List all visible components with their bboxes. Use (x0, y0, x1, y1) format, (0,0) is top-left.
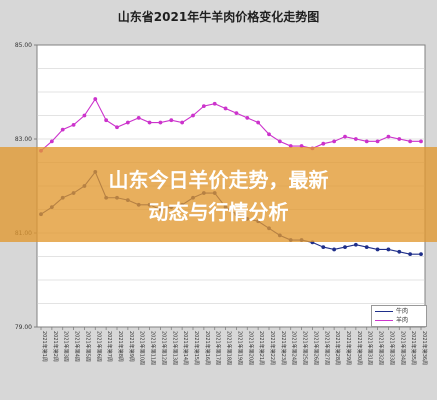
data-point-mutton (375, 139, 380, 144)
data-point-beef (332, 247, 337, 252)
x-tick-label: 2021年第27周 (323, 331, 330, 365)
data-point-mutton (158, 120, 163, 125)
legend-item-mutton: 羊肉 (375, 316, 425, 325)
data-point-mutton (277, 139, 282, 144)
data-point-mutton (353, 137, 358, 141)
x-tick-label: 2021年第21周 (258, 331, 265, 365)
x-tick-label: 2021年第7周 (106, 331, 113, 362)
x-tick-label: 2021年第15周 (193, 331, 200, 365)
data-point-mutton (49, 139, 54, 144)
x-tick-label: 2021年第4周 (74, 331, 81, 362)
x-tick-label: 2021年第11周 (150, 331, 157, 365)
data-point-mutton (125, 120, 130, 125)
x-tick-label: 2021年第20周 (247, 331, 254, 365)
data-point-mutton (82, 113, 87, 118)
x-tick-label: 2021年第36周 (421, 331, 428, 365)
data-point-mutton (332, 139, 337, 144)
x-tick-label: 2021年第14周 (182, 331, 189, 365)
x-tick-label: 2021年第33周 (388, 331, 395, 365)
x-tick-label: 2021年第2周 (52, 331, 59, 362)
data-point-mutton (212, 101, 217, 106)
x-tick-label: 2021年第6周 (95, 331, 102, 362)
x-tick-label: 2021年第10周 (139, 331, 146, 365)
data-point-mutton (408, 139, 413, 144)
x-tick-label: 2021年第34周 (399, 331, 406, 365)
x-tick-label: 2021年第30周 (356, 331, 363, 365)
headline-line-2: 动态与行情分析 (148, 200, 289, 224)
legend-label-beef: 牛肉 (396, 308, 409, 315)
legend-label-mutton: 羊肉 (396, 317, 409, 324)
data-point-mutton (60, 127, 65, 132)
x-tick-label: 2021年第19周 (236, 331, 243, 365)
data-point-mutton (191, 113, 195, 118)
x-tick-label: 2021年第12周 (160, 331, 167, 365)
x-tick-label: 2021年第16周 (204, 331, 211, 365)
x-tick-label: 2021年第13周 (171, 331, 178, 365)
x-tick-label: 2021年第22周 (269, 331, 276, 365)
legend-swatch-mutton (375, 320, 393, 321)
x-tick-label: 2021年第5周 (84, 331, 91, 362)
x-tick-label: 2021年第17周 (215, 331, 222, 365)
data-point-beef (364, 245, 369, 250)
x-tick-label: 2021年第3周 (63, 331, 70, 362)
x-tick-label: 2021年第31周 (367, 331, 374, 365)
y-tick-label: 79.00 (15, 324, 32, 331)
data-point-beef (419, 252, 423, 257)
data-point-mutton (386, 134, 391, 139)
headline-line-1: 山东今日羊价走势，最新 (108, 168, 329, 192)
chart-legend: 牛肉 羊肉 (371, 305, 427, 327)
data-point-mutton (343, 134, 347, 139)
data-point-mutton (115, 125, 119, 130)
data-point-mutton (223, 106, 228, 111)
x-tick-label: 2021年第23周 (280, 331, 287, 365)
data-point-mutton (245, 115, 250, 120)
data-point-beef (343, 245, 347, 250)
data-point-mutton (419, 139, 423, 144)
data-point-mutton (201, 104, 206, 108)
data-point-mutton (321, 141, 326, 146)
data-point-mutton (267, 132, 271, 137)
data-point-mutton (364, 139, 369, 144)
x-tick-label: 2021年第29周 (345, 331, 352, 365)
data-point-mutton (71, 123, 76, 127)
x-tick-label: 2021年第32周 (378, 331, 385, 365)
data-point-mutton (256, 120, 261, 125)
data-point-beef (375, 247, 380, 252)
y-tick-label: 83.00 (15, 136, 32, 143)
x-tick-label: 2021年第1周 (41, 331, 48, 362)
legend-item-beef: 牛肉 (375, 307, 425, 316)
data-point-beef (397, 249, 402, 254)
x-tick-label: 2021年第18周 (226, 331, 233, 365)
data-point-mutton (234, 111, 239, 116)
data-point-mutton (93, 97, 98, 101)
data-point-mutton (397, 137, 402, 141)
data-point-mutton (104, 118, 109, 123)
x-tick-label: 2021年第28周 (334, 331, 341, 365)
x-tick-label: 2021年第35周 (410, 331, 417, 365)
data-point-mutton (180, 120, 185, 125)
x-tick-label: 2021年第26周 (312, 331, 319, 365)
data-point-mutton (147, 120, 152, 125)
x-tick-label: 2021年第24周 (291, 331, 298, 365)
data-point-beef (321, 245, 326, 250)
data-point-mutton (136, 115, 141, 120)
data-point-beef (386, 247, 391, 252)
data-point-mutton (169, 118, 174, 123)
x-tick-label: 2021年第8周 (117, 331, 124, 362)
chart-title: 山东省2021年牛羊肉价格变化走势图 (117, 10, 320, 24)
y-tick-label: 85.00 (15, 42, 32, 49)
data-point-beef (353, 242, 358, 247)
headline-banner (0, 147, 437, 242)
x-tick-label: 2021年第9周 (128, 331, 135, 362)
data-point-beef (408, 252, 413, 257)
x-tick-label: 2021年第25周 (302, 331, 309, 365)
legend-swatch-beef (375, 311, 393, 312)
